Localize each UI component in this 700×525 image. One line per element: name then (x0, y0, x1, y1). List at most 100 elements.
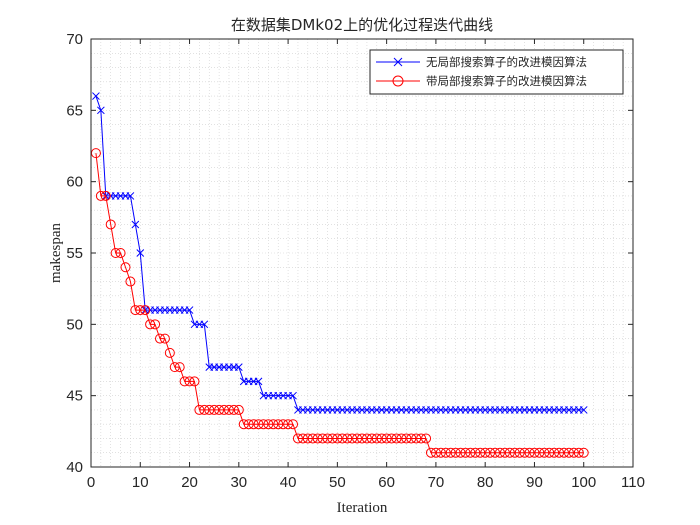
data-point (376, 433, 387, 444)
y-tick-label: 45 (66, 388, 83, 405)
data-point (470, 447, 481, 458)
data-point (110, 248, 121, 258)
data-point (243, 419, 254, 430)
data-point (97, 106, 105, 115)
data-point (199, 404, 210, 415)
data-point (169, 362, 180, 373)
data-point (465, 447, 476, 458)
data-point (549, 447, 560, 458)
data-point (228, 404, 239, 415)
data-point (416, 433, 427, 444)
data-point (307, 433, 318, 444)
data-point (125, 276, 136, 287)
data-point (204, 404, 215, 415)
data-point (357, 433, 367, 444)
data-point (130, 305, 141, 316)
data-point (534, 447, 545, 458)
data-point (126, 192, 135, 200)
data-point (288, 419, 299, 430)
data-point (238, 419, 249, 430)
data-point (450, 447, 461, 458)
series-line-1 (95, 95, 584, 411)
data-point (189, 376, 200, 387)
y-tick-label: 55 (66, 245, 83, 262)
data-point (485, 447, 496, 458)
data-point (475, 447, 486, 458)
y-tick-label: 65 (66, 102, 83, 119)
data-point (342, 433, 353, 444)
data-point (140, 305, 151, 316)
legend-label-2: 带局部搜索算子的改进模因算法 (426, 74, 587, 88)
data-point (105, 219, 116, 230)
data-point (317, 433, 328, 444)
data-point (406, 433, 417, 444)
data-point (563, 447, 574, 458)
data-point (460, 447, 471, 458)
data-point (509, 447, 520, 458)
x-tick-label: 90 (526, 474, 543, 491)
data-point (223, 404, 234, 415)
legend-swatch-marker-2 (392, 75, 404, 87)
x-tick-label: 0 (87, 474, 95, 491)
x-tick-label: 10 (132, 474, 149, 491)
data-point (480, 447, 491, 458)
data-point (494, 447, 505, 458)
data-point (302, 433, 313, 444)
data-point (131, 220, 140, 229)
data-point (263, 419, 274, 430)
x-tick-label: 100 (571, 474, 596, 491)
data-point (258, 419, 269, 430)
data-point (430, 447, 441, 458)
data-point (273, 419, 284, 430)
data-point (435, 447, 446, 458)
data-point (332, 433, 343, 444)
x-tick-label: 50 (329, 474, 346, 491)
data-point (185, 306, 194, 314)
data-point (514, 447, 525, 458)
data-point (455, 447, 466, 458)
data-point (136, 249, 145, 257)
x-tick-label: 30 (230, 474, 247, 491)
data-point (179, 376, 190, 387)
data-point (411, 433, 422, 444)
data-point (184, 376, 195, 387)
ticks: 0 10 20 30 40 50 60 70 80 90 100 110 40 45 50 55 60 65 70 (66, 31, 645, 491)
y-tick-label: 70 (66, 31, 83, 48)
data-point (327, 433, 338, 444)
data-point (396, 433, 407, 444)
chart-title: 在数据集DMk02上的优化过程迭代曲线 (231, 16, 493, 34)
data-point (322, 433, 333, 444)
data-point (371, 433, 382, 444)
data-point (92, 92, 100, 100)
data-point (214, 404, 225, 415)
data-point (135, 305, 146, 316)
data-point (578, 447, 589, 458)
data-point (100, 190, 111, 201)
data-point (352, 433, 363, 444)
data-point (292, 433, 303, 444)
data-point (115, 248, 126, 258)
data-point (248, 419, 259, 430)
data-point (386, 433, 397, 444)
data-point (200, 320, 209, 329)
data-point (289, 391, 297, 400)
data-point (401, 433, 412, 444)
data-point (253, 419, 264, 430)
data-point (159, 333, 170, 344)
data-point (568, 447, 579, 458)
data-point (554, 447, 565, 458)
data-point (233, 404, 244, 415)
data-point (524, 447, 535, 458)
data-point (361, 433, 372, 444)
x-tick-label: 60 (378, 474, 395, 491)
data-point (366, 433, 377, 444)
data-point (95, 190, 106, 201)
data-point (278, 419, 289, 430)
grid (91, 39, 633, 467)
data-point (174, 362, 185, 373)
x-tick-label: 20 (181, 474, 198, 491)
legend: 无局部搜索算子的改进模因算法 带局部搜索算子的改进模因算法 (369, 49, 624, 95)
data-point (381, 433, 392, 444)
legend-label-1: 无局部搜索算子的改进模因算法 (426, 55, 587, 69)
data-point (539, 447, 550, 458)
